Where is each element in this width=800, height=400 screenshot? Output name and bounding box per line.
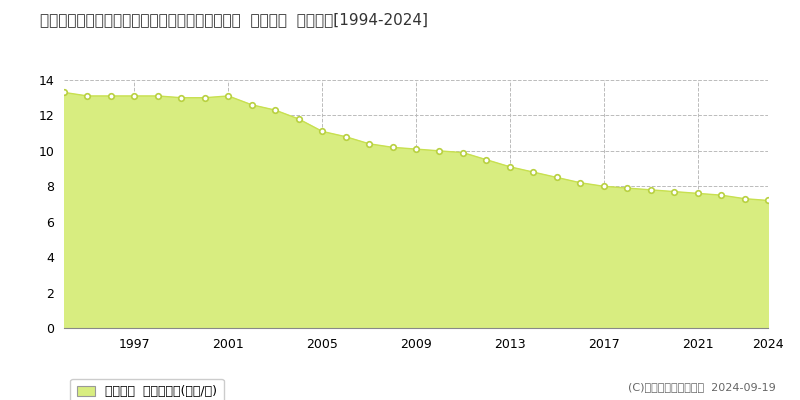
- Text: (C)土地価格ドットコム  2024-09-19: (C)土地価格ドットコム 2024-09-19: [628, 382, 776, 392]
- Text: 群馬県甘楽郡甘楽町大字福島字多井戸根２番７外  公示地価  地価推移[1994-2024]: 群馬県甘楽郡甘楽町大字福島字多井戸根２番７外 公示地価 地価推移[1994-20…: [40, 12, 428, 27]
- Legend: 公示地価  平均坪単価(万円/坪): 公示地価 平均坪単価(万円/坪): [70, 379, 223, 400]
